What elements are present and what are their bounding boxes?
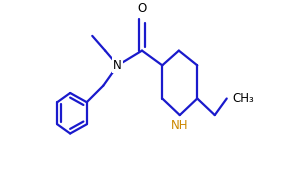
- Text: N: N: [113, 59, 122, 72]
- Text: O: O: [137, 2, 147, 15]
- Text: NH: NH: [171, 119, 189, 132]
- Text: CH₃: CH₃: [232, 92, 254, 105]
